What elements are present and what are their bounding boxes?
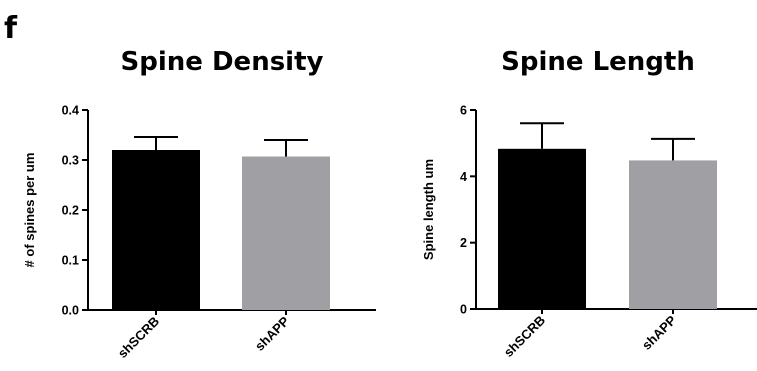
y-axis-label: Spine length um xyxy=(421,159,436,260)
y-tick-label: 0.2 xyxy=(62,204,79,218)
y-tick-label: 0.0 xyxy=(62,304,79,318)
bar-shapp xyxy=(242,156,330,310)
y-tick-label: 4 xyxy=(460,170,467,184)
chart-spine-density: Spine Density # of spines per um 0.0 0.1 0.2… xyxy=(22,47,376,361)
y-tick-label: 6 xyxy=(460,104,467,118)
x-tick-label: shAPP xyxy=(252,313,292,353)
x-tick-label: shSCRB xyxy=(501,313,548,360)
bar-shscrb xyxy=(112,150,200,310)
y-tick-label: 2 xyxy=(460,236,467,250)
bar-shapp xyxy=(629,160,717,309)
x-tick-label: shAPP xyxy=(639,312,679,352)
chart-spine-length: Spine Length Spine length um 0 2 4 6 shSCRB shA… xyxy=(421,47,757,360)
y-tick-label: 0 xyxy=(460,303,467,317)
y-tick-label: 0.3 xyxy=(62,154,79,168)
chart-title: Spine Length xyxy=(501,47,695,77)
panel-label: f xyxy=(4,11,18,46)
y-axis-label: # of spines per um xyxy=(22,153,37,268)
x-tick-label: shSCRB xyxy=(115,314,162,361)
y-tick-label: 0.1 xyxy=(62,254,79,268)
bar-shscrb xyxy=(498,148,586,309)
y-tick-label: 0.4 xyxy=(62,104,79,118)
chart-title: Spine Density xyxy=(121,47,324,77)
